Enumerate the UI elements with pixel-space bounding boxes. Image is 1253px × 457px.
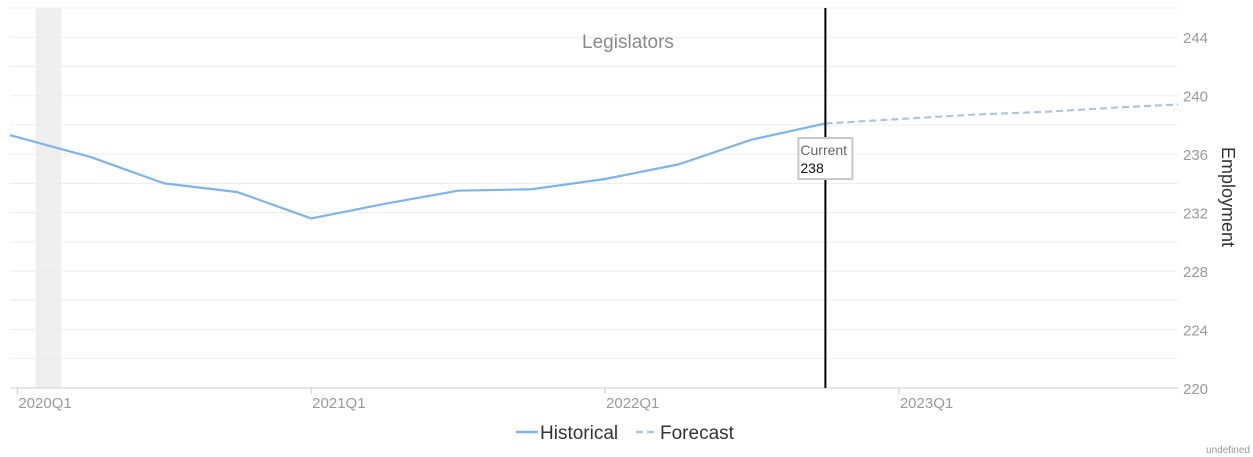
current-tooltip-label: Current — [800, 142, 847, 158]
y-tick-label: 236 — [1183, 147, 1208, 164]
shaded-period — [35, 8, 62, 388]
legend-label-forecast: Forecast — [660, 423, 735, 444]
x-tick-label: 2020Q1 — [18, 395, 71, 412]
y-tick-label: 220 — [1183, 381, 1208, 398]
axis-layer: 220 224 228 232 236 240 244 2020Q1 2021Q1 2022Q1 2… — [10, 30, 1208, 412]
y-tick-label: 240 — [1183, 89, 1208, 106]
series-line-historical — [9, 122, 826, 220]
current-tooltip-box — [797, 137, 854, 180]
shaded-period-layer — [35, 8, 62, 388]
y-tick-label: 224 — [1183, 323, 1208, 340]
x-tick-label: 2023Q1 — [900, 395, 953, 412]
y-axis-label: Employment — [1218, 147, 1238, 247]
current-marker-layer: Current 238 — [797, 8, 854, 388]
chart-title: Legislators — [582, 32, 674, 53]
y-tick-label: 244 — [1183, 30, 1208, 47]
legend: Historical Forecast — [516, 423, 735, 444]
chart-credit: undefined — [1206, 445, 1250, 456]
x-tick-label: 2021Q1 — [312, 395, 365, 412]
grid-layer — [10, 7, 1178, 360]
legend-label-historical: Historical — [540, 423, 618, 444]
y-tick-label: 228 — [1183, 264, 1208, 281]
x-tick-label: 2022Q1 — [606, 395, 659, 412]
series-line-forecast — [825, 103, 1179, 125]
current-tooltip-value: 238 — [800, 160, 824, 176]
series-layer — [9, 103, 1179, 220]
y-tick-label: 232 — [1183, 206, 1208, 223]
